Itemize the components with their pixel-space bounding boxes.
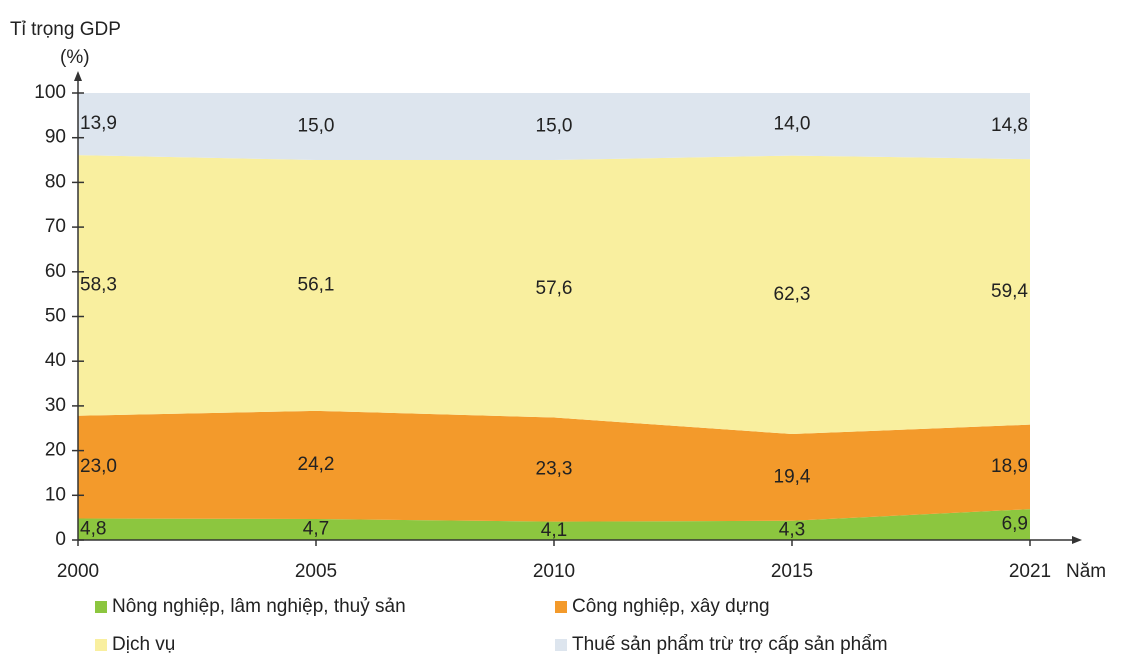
x-tick-label: 2010: [533, 561, 575, 582]
legend-label: Nông nghiệp, lâm nghiệp, thuỷ sản: [112, 596, 406, 617]
y-tick-label: 20: [45, 440, 66, 461]
x-axis-arrow: [1072, 536, 1082, 544]
y-tick-label: 60: [45, 261, 66, 282]
value-label: 23,3: [536, 459, 573, 480]
value-label: 24,2: [298, 454, 335, 475]
value-label: 15,0: [298, 116, 335, 137]
y-tick-label: 40: [45, 350, 66, 371]
x-axis-label: Năm: [1066, 561, 1106, 582]
legend-label: Dịch vụ: [112, 634, 175, 655]
x-tick-label: 2015: [771, 561, 813, 582]
y-tick-label: 90: [45, 127, 66, 148]
y-tick-label: 50: [45, 306, 66, 327]
area: [78, 155, 1030, 435]
y-axis-arrow: [74, 71, 82, 81]
value-label: 4,8: [80, 518, 106, 539]
value-label: 62,3: [774, 284, 811, 305]
value-label: 56,1: [298, 274, 335, 295]
area: [78, 93, 1030, 161]
value-label: 58,3: [80, 274, 117, 295]
legend-label: Công nghiệp, xây dựng: [572, 596, 770, 617]
value-label: 14,8: [991, 115, 1028, 136]
value-label: 59,4: [991, 281, 1028, 302]
value-label: 13,9: [80, 113, 117, 134]
value-label: 4,7: [303, 519, 329, 540]
legend-swatch: [95, 601, 107, 613]
value-label: 15,0: [536, 116, 573, 137]
value-label: 14,0: [774, 113, 811, 134]
value-label: 23,0: [80, 456, 117, 477]
legend-swatch: [555, 601, 567, 613]
y-tick-label: 80: [45, 171, 66, 192]
y-axis-unit: (%): [60, 47, 90, 68]
value-label: 4,1: [541, 520, 567, 541]
y-tick-label: 10: [45, 484, 66, 505]
value-label: 4,3: [779, 519, 805, 540]
x-tick-label: 2021: [1009, 561, 1051, 582]
y-tick-label: 0: [55, 529, 66, 550]
legend-swatch: [95, 639, 107, 651]
y-tick-label: 30: [45, 395, 66, 416]
area: [78, 410, 1030, 522]
y-axis-label: Tỉ trọng GDP: [10, 19, 121, 40]
value-label: 6,9: [1002, 514, 1028, 535]
plot-areas: [78, 93, 1030, 540]
x-tick-label: 2000: [57, 561, 99, 582]
value-label: 57,6: [536, 278, 573, 299]
y-tick-label: 100: [34, 82, 66, 103]
x-tick-label: 2005: [295, 561, 337, 582]
area: [78, 509, 1030, 540]
value-label: 19,4: [774, 466, 811, 487]
legend-label: Thuế sản phẩm trừ trợ cấp sản phẩm: [572, 634, 888, 655]
value-label: 18,9: [991, 456, 1028, 477]
y-tick-label: 70: [45, 216, 66, 237]
legend-swatch: [555, 639, 567, 651]
